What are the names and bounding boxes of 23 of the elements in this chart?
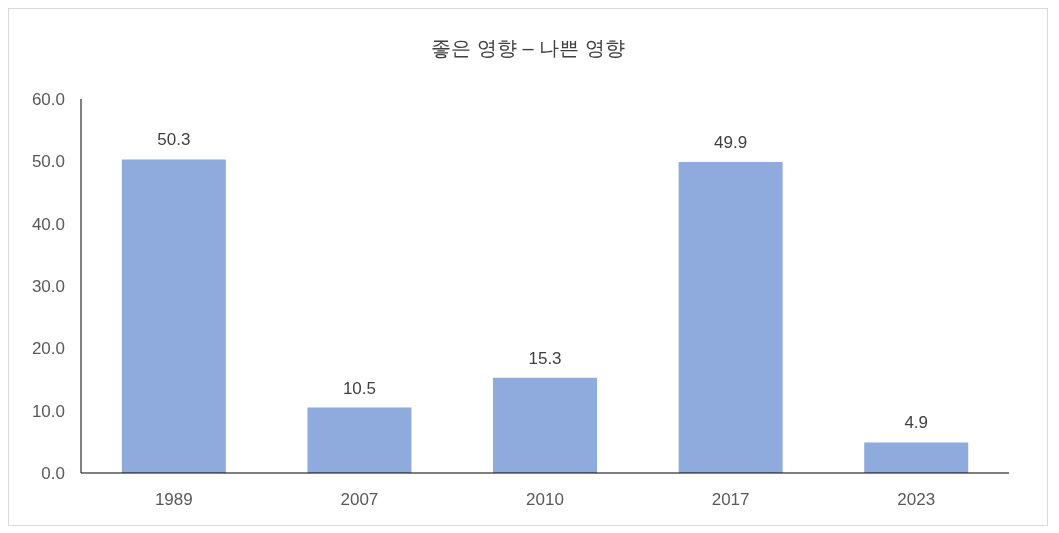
data-label: 50.3: [157, 130, 191, 150]
x-tick-label: 2007: [340, 490, 379, 510]
bar: [307, 407, 412, 473]
x-tick-label: 2010: [526, 490, 564, 510]
x-tick-label: 2023: [897, 490, 936, 510]
bar: [864, 442, 969, 473]
bar: [678, 161, 783, 473]
data-label: 49.9: [714, 132, 748, 152]
y-tick-label: 30.0: [31, 277, 65, 297]
bar: [493, 377, 598, 473]
data-label: 15.3: [528, 348, 562, 368]
bar: [121, 159, 226, 473]
data-label: 4.9: [904, 413, 929, 433]
y-tick-label: 0.0: [41, 464, 65, 484]
chart-title: 좋은 영향 – 나쁜 영향: [430, 36, 626, 61]
x-tick-label: 1989: [154, 490, 193, 510]
y-tick-label: 20.0: [31, 339, 65, 359]
data-label: 10.5: [342, 378, 376, 398]
y-tick-label: 10.0: [31, 401, 65, 421]
y-tick-label: 40.0: [31, 214, 65, 234]
x-tick-label: 2017: [711, 490, 750, 510]
y-tick-label: 50.0: [31, 152, 65, 172]
y-tick-label: 60.0: [31, 90, 65, 110]
